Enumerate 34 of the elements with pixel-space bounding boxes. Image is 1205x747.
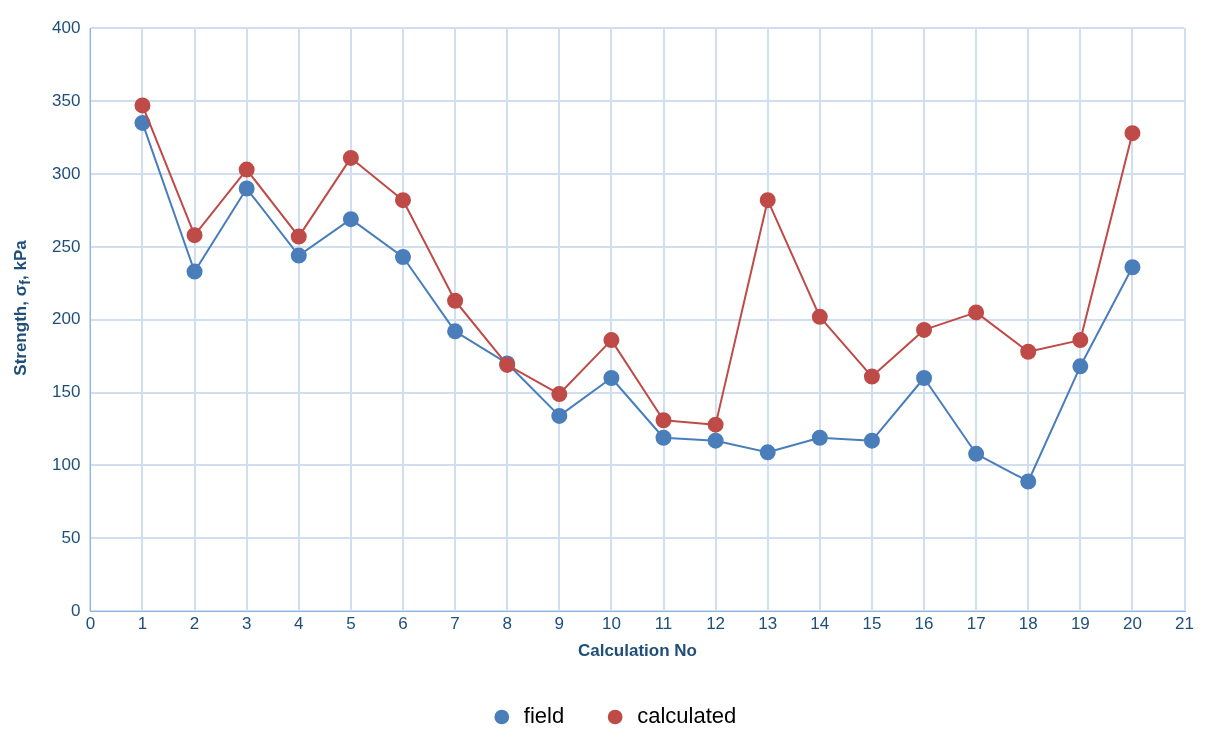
x-tick-label: 6	[398, 614, 408, 634]
y-tick-label: 50	[61, 528, 81, 548]
x-tick-label: 20	[1122, 614, 1142, 634]
y-tick-label: 0	[70, 600, 81, 620]
y-tick-label: 300	[51, 163, 81, 183]
y-tick-label: 350	[51, 90, 81, 110]
x-tick-label: 19	[1070, 614, 1090, 634]
x-tick-label: 1	[137, 614, 148, 634]
x-tick-label: 3	[241, 614, 252, 634]
x-tick-label: 21	[1175, 614, 1195, 634]
legend-label: field	[523, 703, 565, 729]
x-axis-title: Calculation No	[577, 641, 697, 661]
x-tick-label: 18	[1018, 614, 1038, 634]
y-tick-label: 100	[51, 455, 81, 475]
y-tick-label: 400	[51, 17, 81, 37]
x-tick-label: 5	[346, 614, 356, 634]
legend-label: calculated	[637, 703, 737, 729]
x-tick-label: 4	[294, 614, 304, 634]
x-tick-label: 14	[810, 614, 830, 634]
x-tick-label: 2	[189, 614, 200, 634]
x-tick-label: 7	[450, 614, 460, 634]
x-tick-label: 8	[502, 614, 512, 634]
x-tick-label: 12	[706, 614, 726, 634]
x-tick-label: 13	[758, 614, 778, 634]
y-tick-label: 250	[51, 236, 81, 256]
x-tick-label: 16	[914, 614, 934, 634]
x-tick-label: 10	[601, 614, 621, 634]
y-tick-label: 200	[51, 309, 81, 329]
x-tick-label: 17	[966, 614, 986, 634]
x-tick-label: 11	[654, 614, 673, 634]
x-tick-label: 9	[554, 614, 565, 634]
x-tick-label: 0	[85, 614, 96, 634]
x-tick-label: 15	[862, 614, 882, 634]
y-tick-label: 150	[51, 382, 81, 402]
